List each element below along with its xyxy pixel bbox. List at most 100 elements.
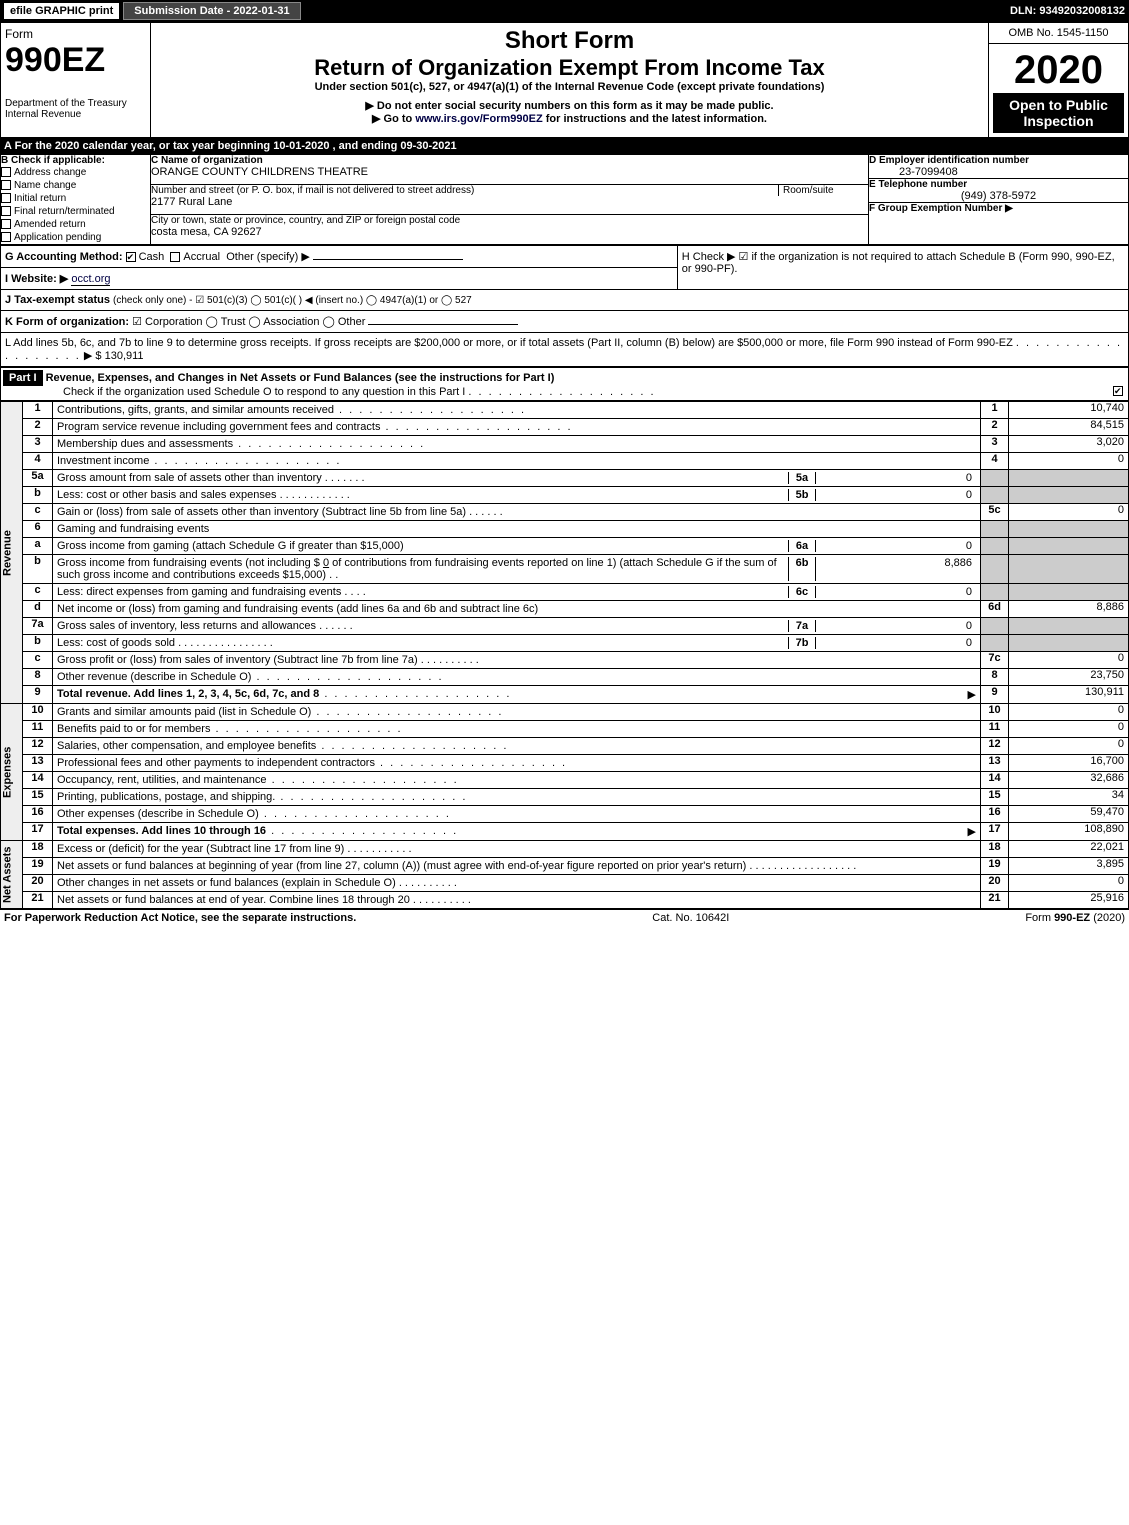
ln7c-col: 7c <box>981 652 1009 669</box>
city-value: costa mesa, CA 92627 <box>151 226 868 238</box>
ln6c-val <box>1009 584 1129 601</box>
website-link[interactable]: occt.org <box>71 273 110 286</box>
box-k-detail: ☑ Corporation ◯ Trust ◯ Association ◯ Ot… <box>132 316 365 328</box>
box-c-addr: Number and street (or P. O. box, if mail… <box>151 185 869 215</box>
form-number: 990EZ <box>5 41 146 80</box>
ln5a-num: 5a <box>23 470 53 487</box>
addr-label: Number and street (or P. O. box, if mail… <box>151 185 778 196</box>
ln20-desc: Other changes in net assets or fund bala… <box>53 875 981 892</box>
ln7a-sub: 7a <box>788 620 816 632</box>
cb-initial-return[interactable]: Initial return <box>1 192 150 205</box>
box-b-title: B Check if applicable: <box>1 155 105 166</box>
ln7a-sv: 0 <box>816 620 976 632</box>
ln9-col: 9 <box>981 686 1009 704</box>
ln14-num: 14 <box>23 772 53 789</box>
ln6a-col <box>981 538 1009 555</box>
ln6c-num: c <box>23 584 53 601</box>
ln5a-col <box>981 470 1009 487</box>
ln18-val: 22,021 <box>1009 841 1129 858</box>
ln2-col: 2 <box>981 419 1009 436</box>
part1-table: Revenue 1 Contributions, gifts, grants, … <box>0 401 1129 909</box>
ln15-val: 34 <box>1009 789 1129 806</box>
ln6d-val: 8,886 <box>1009 601 1129 618</box>
ln6c-col <box>981 584 1009 601</box>
cb-schedule-o[interactable] <box>1113 386 1123 396</box>
part1-title: Revenue, Expenses, and Changes in Net As… <box>46 372 555 384</box>
ln6d-col: 6d <box>981 601 1009 618</box>
ln7c-num: c <box>23 652 53 669</box>
footer-mid: Cat. No. 10642I <box>652 912 729 924</box>
ln7c-val: 0 <box>1009 652 1129 669</box>
box-l-text: L Add lines 5b, 6c, and 7b to line 9 to … <box>5 337 1013 349</box>
open-inspection: Open to Public Inspection <box>993 93 1124 133</box>
dln: DLN: 93492032008132 <box>1010 5 1125 17</box>
ln14-val: 32,686 <box>1009 772 1129 789</box>
title-return: Return of Organization Exempt From Incom… <box>155 55 984 81</box>
ln5a-val <box>1009 470 1129 487</box>
tax-year: 2020 <box>993 48 1124 93</box>
vtab-revenue: Revenue <box>1 402 23 704</box>
ln16-val: 59,470 <box>1009 806 1129 823</box>
cb-address-change[interactable]: Address change <box>1 166 150 179</box>
cb-cash[interactable] <box>126 252 136 262</box>
ln15-desc: Printing, publications, postage, and shi… <box>53 789 981 806</box>
cb-amended-return[interactable]: Amended return <box>1 218 150 231</box>
ln5b-col <box>981 487 1009 504</box>
box-d-label: D Employer identification number <box>869 155 1029 166</box>
ln8-col: 8 <box>981 669 1009 686</box>
box-f-label: F Group Exemption Number ▶ <box>869 203 1013 214</box>
ln5b-num: b <box>23 487 53 504</box>
omb-number: OMB No. 1545-1150 <box>993 27 1124 39</box>
ln15-num: 15 <box>23 789 53 806</box>
ln12-num: 12 <box>23 738 53 755</box>
part1-badge: Part I <box>3 370 43 386</box>
cb-application-pending[interactable]: Application pending <box>1 231 150 244</box>
irs-label: Internal Revenue <box>5 109 146 120</box>
ln15-col: 15 <box>981 789 1009 806</box>
vtab-expenses: Expenses <box>1 704 23 841</box>
other-specify: Other (specify) ▶ <box>226 251 310 263</box>
ln6d-num: d <box>23 601 53 618</box>
box-k-label: K Form of organization: <box>5 316 129 328</box>
part1-check-text: Check if the organization used Schedule … <box>3 386 465 398</box>
ln5a-desc: Gross amount from sale of assets other t… <box>53 470 981 487</box>
cb-name-change[interactable]: Name change <box>1 179 150 192</box>
ln7b-desc: Less: cost of goods sold . . . . . . . .… <box>53 635 981 652</box>
section-a-period: A For the 2020 calendar year, or tax yea… <box>0 138 1129 154</box>
ln6c-sv: 0 <box>816 586 976 598</box>
ln12-desc: Salaries, other compensation, and employ… <box>53 738 981 755</box>
ln6-num: 6 <box>23 521 53 538</box>
ln7c-desc: Gross profit or (loss) from sales of inv… <box>53 652 981 669</box>
ln4-val: 0 <box>1009 453 1129 470</box>
ln7a-col <box>981 618 1009 635</box>
ln8-val: 23,750 <box>1009 669 1129 686</box>
cb-accrual[interactable] <box>170 252 180 262</box>
right-info: D Employer identification number 23-7099… <box>869 155 1129 245</box>
ln4-col: 4 <box>981 453 1009 470</box>
ln9-desc: Total revenue. Add lines 1, 2, 3, 4, 5c,… <box>53 686 981 704</box>
box-g: G Accounting Method: Cash Accrual Other … <box>1 246 678 268</box>
ln18-desc: Excess or (deficit) for the year (Subtra… <box>53 841 981 858</box>
warn2-post: for instructions and the latest informat… <box>543 113 767 125</box>
efile-badge: efile GRAPHIC print <box>4 3 119 19</box>
ln7b-col <box>981 635 1009 652</box>
ln13-val: 16,700 <box>1009 755 1129 772</box>
ln7b-sv: 0 <box>816 637 976 649</box>
form-header-table: Form 990EZ Department of the Treasury In… <box>0 22 1129 138</box>
box-e-label: E Telephone number <box>869 179 967 190</box>
ln7a-val <box>1009 618 1129 635</box>
ln18-col: 18 <box>981 841 1009 858</box>
cb-final-return[interactable]: Final return/terminated <box>1 205 150 218</box>
ln19-col: 19 <box>981 858 1009 875</box>
irs-link[interactable]: www.irs.gov/Form990EZ <box>415 113 542 125</box>
room-label: Room/suite <box>778 185 868 196</box>
warn2-pre: ▶ Go to <box>372 113 415 125</box>
ln12-col: 12 <box>981 738 1009 755</box>
ln6c-desc: Less: direct expenses from gaming and fu… <box>53 584 981 601</box>
ln19-val: 3,895 <box>1009 858 1129 875</box>
ln1-col: 1 <box>981 402 1009 419</box>
ln13-col: 13 <box>981 755 1009 772</box>
box-l: L Add lines 5b, 6c, and 7b to line 9 to … <box>1 333 1129 367</box>
ln11-desc: Benefits paid to or for members <box>53 721 981 738</box>
subtitle: Under section 501(c), 527, or 4947(a)(1)… <box>155 81 984 93</box>
